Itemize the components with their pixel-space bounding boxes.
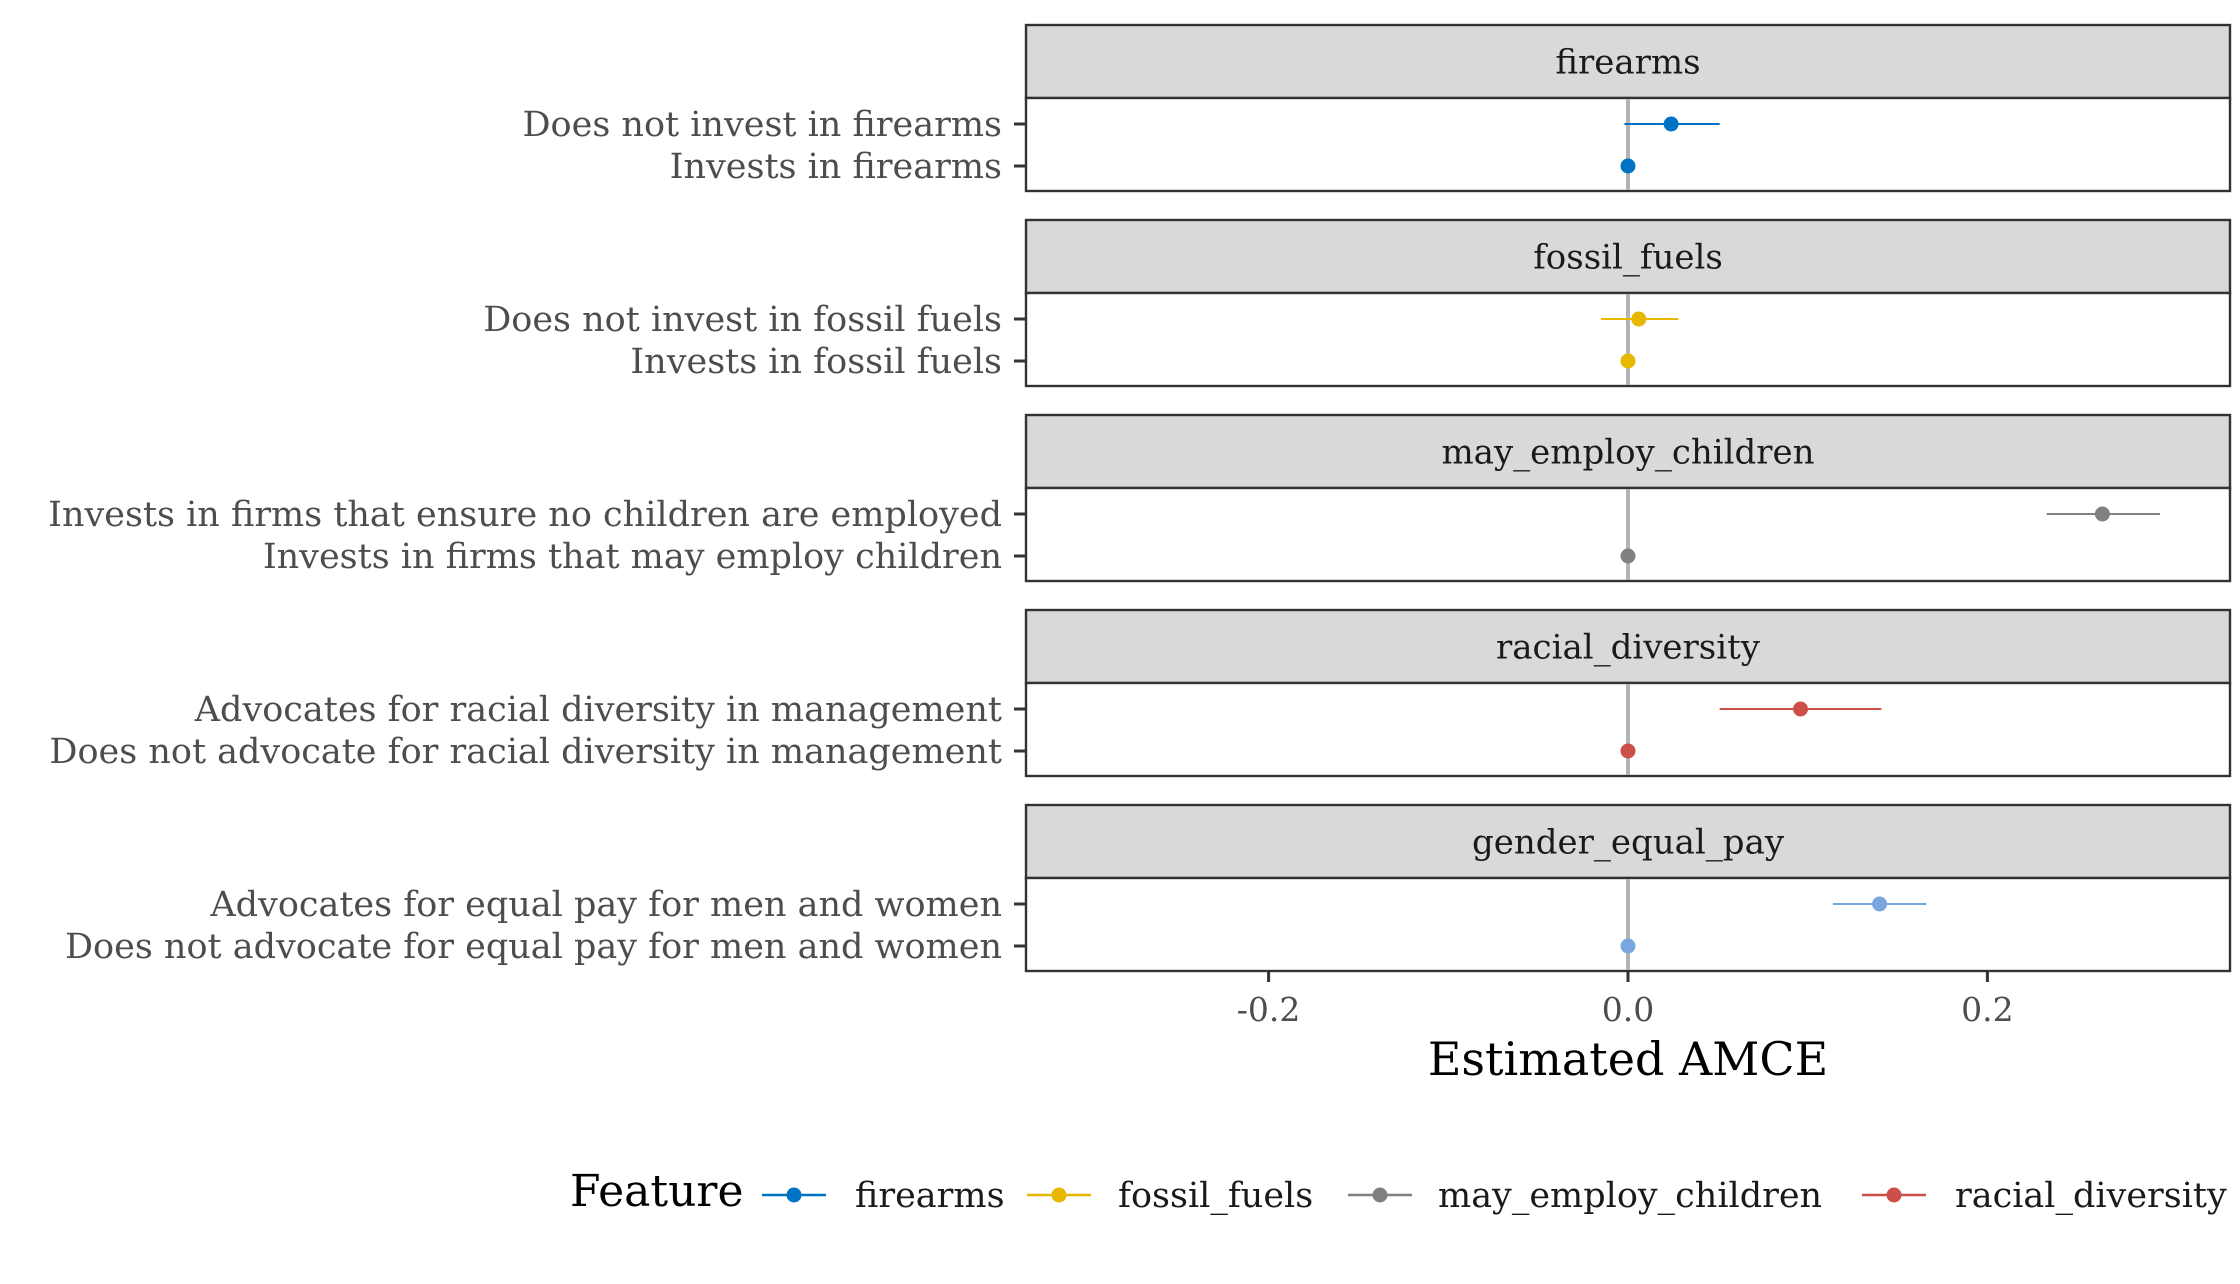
y-tick-label: Does not advocate for equal pay for men … <box>65 927 1002 967</box>
legend-label: firearms <box>855 1176 1005 1216</box>
facet-strip-label: gender_equal_pay <box>1472 823 1785 863</box>
x-axis: Estimated AMCE -0.2 0.0 0.2 <box>1237 971 2014 1086</box>
legend-swatch-point <box>1051 1187 1067 1203</box>
legend-item-fossil-fuels: fossil_fuels <box>1027 1176 1313 1216</box>
y-tick-label: Invests in firearms <box>670 147 1002 187</box>
facet-firearms: firearms Does not invest in firearmsInves… <box>522 23 2232 193</box>
y-tick-label: Invests in firms that ensure no children… <box>48 495 1002 535</box>
point-estimate <box>1663 116 1679 132</box>
facet-strip-label: may_employ_children <box>1441 433 1814 473</box>
legend-item-racial-diversity: racial_diversity <box>1862 1176 2227 1216</box>
facet-fossil-fuels: fossil_fuels Does not invest in fossil fu… <box>483 218 2232 388</box>
point-estimate <box>1793 701 1809 717</box>
point-estimate <box>1872 896 1888 912</box>
point-estimate <box>1620 938 1636 954</box>
x-tick-label: 0.0 <box>1602 990 1654 1029</box>
x-axis-title: Estimated AMCE <box>1428 1032 1828 1086</box>
facet-racial-diversity: racial_diversity Advocates for racial div… <box>49 608 2232 778</box>
legend: Feature firearms fossil_fuels may_employ_c… <box>570 1166 2227 1217</box>
legend-title: Feature <box>570 1166 744 1217</box>
y-tick-label: Does not advocate for racial diversity i… <box>49 732 1002 772</box>
facet-may-employ-children: may_employ_children Invests in firms that… <box>48 413 2232 583</box>
facet-strip <box>1024 413 2232 490</box>
y-tick-label: Advocates for equal pay for men and wome… <box>209 885 1002 925</box>
x-tick-label: 0.2 <box>1961 990 2013 1029</box>
point-estimate <box>1620 353 1636 369</box>
facet-gender-equal-pay: gender_equal_pay Advocates for equal pay … <box>65 803 2232 973</box>
facet-strip <box>1024 608 2232 685</box>
legend-item-firearms: firearms <box>762 1176 1005 1216</box>
facet-strip-label: fossil_fuels <box>1533 238 1723 278</box>
facet-strip <box>1024 803 2232 880</box>
y-tick-label: Does not invest in fossil fuels <box>483 300 1002 340</box>
legend-label: fossil_fuels <box>1118 1176 1313 1216</box>
legend-swatch-point <box>786 1187 802 1203</box>
x-tick-label: -0.2 <box>1237 990 1301 1029</box>
y-tick-label: Invests in firms that may employ childre… <box>263 537 1002 577</box>
y-tick-label: Advocates for racial diversity in manage… <box>194 690 1002 730</box>
legend-label: racial_diversity <box>1955 1176 2227 1216</box>
point-estimate <box>2094 506 2110 522</box>
legend-swatch-point <box>1886 1187 1902 1203</box>
point-estimate <box>1620 743 1636 759</box>
legend-label: may_employ_children <box>1438 1176 1822 1216</box>
y-tick-label: Invests in fossil fuels <box>630 342 1002 382</box>
facet-strip-label: racial_diversity <box>1496 628 1761 668</box>
legend-swatch-point <box>1372 1187 1388 1203</box>
point-estimate <box>1631 311 1647 327</box>
point-estimate <box>1620 548 1636 564</box>
y-tick-label: Does not invest in firearms <box>522 105 1002 145</box>
legend-item-may-employ-children: may_employ_children <box>1348 1176 1822 1216</box>
facet-strip-label: firearms <box>1555 43 1700 83</box>
point-estimate <box>1620 158 1636 174</box>
facet-strip <box>1024 218 2232 295</box>
facet-strip <box>1024 23 2232 100</box>
